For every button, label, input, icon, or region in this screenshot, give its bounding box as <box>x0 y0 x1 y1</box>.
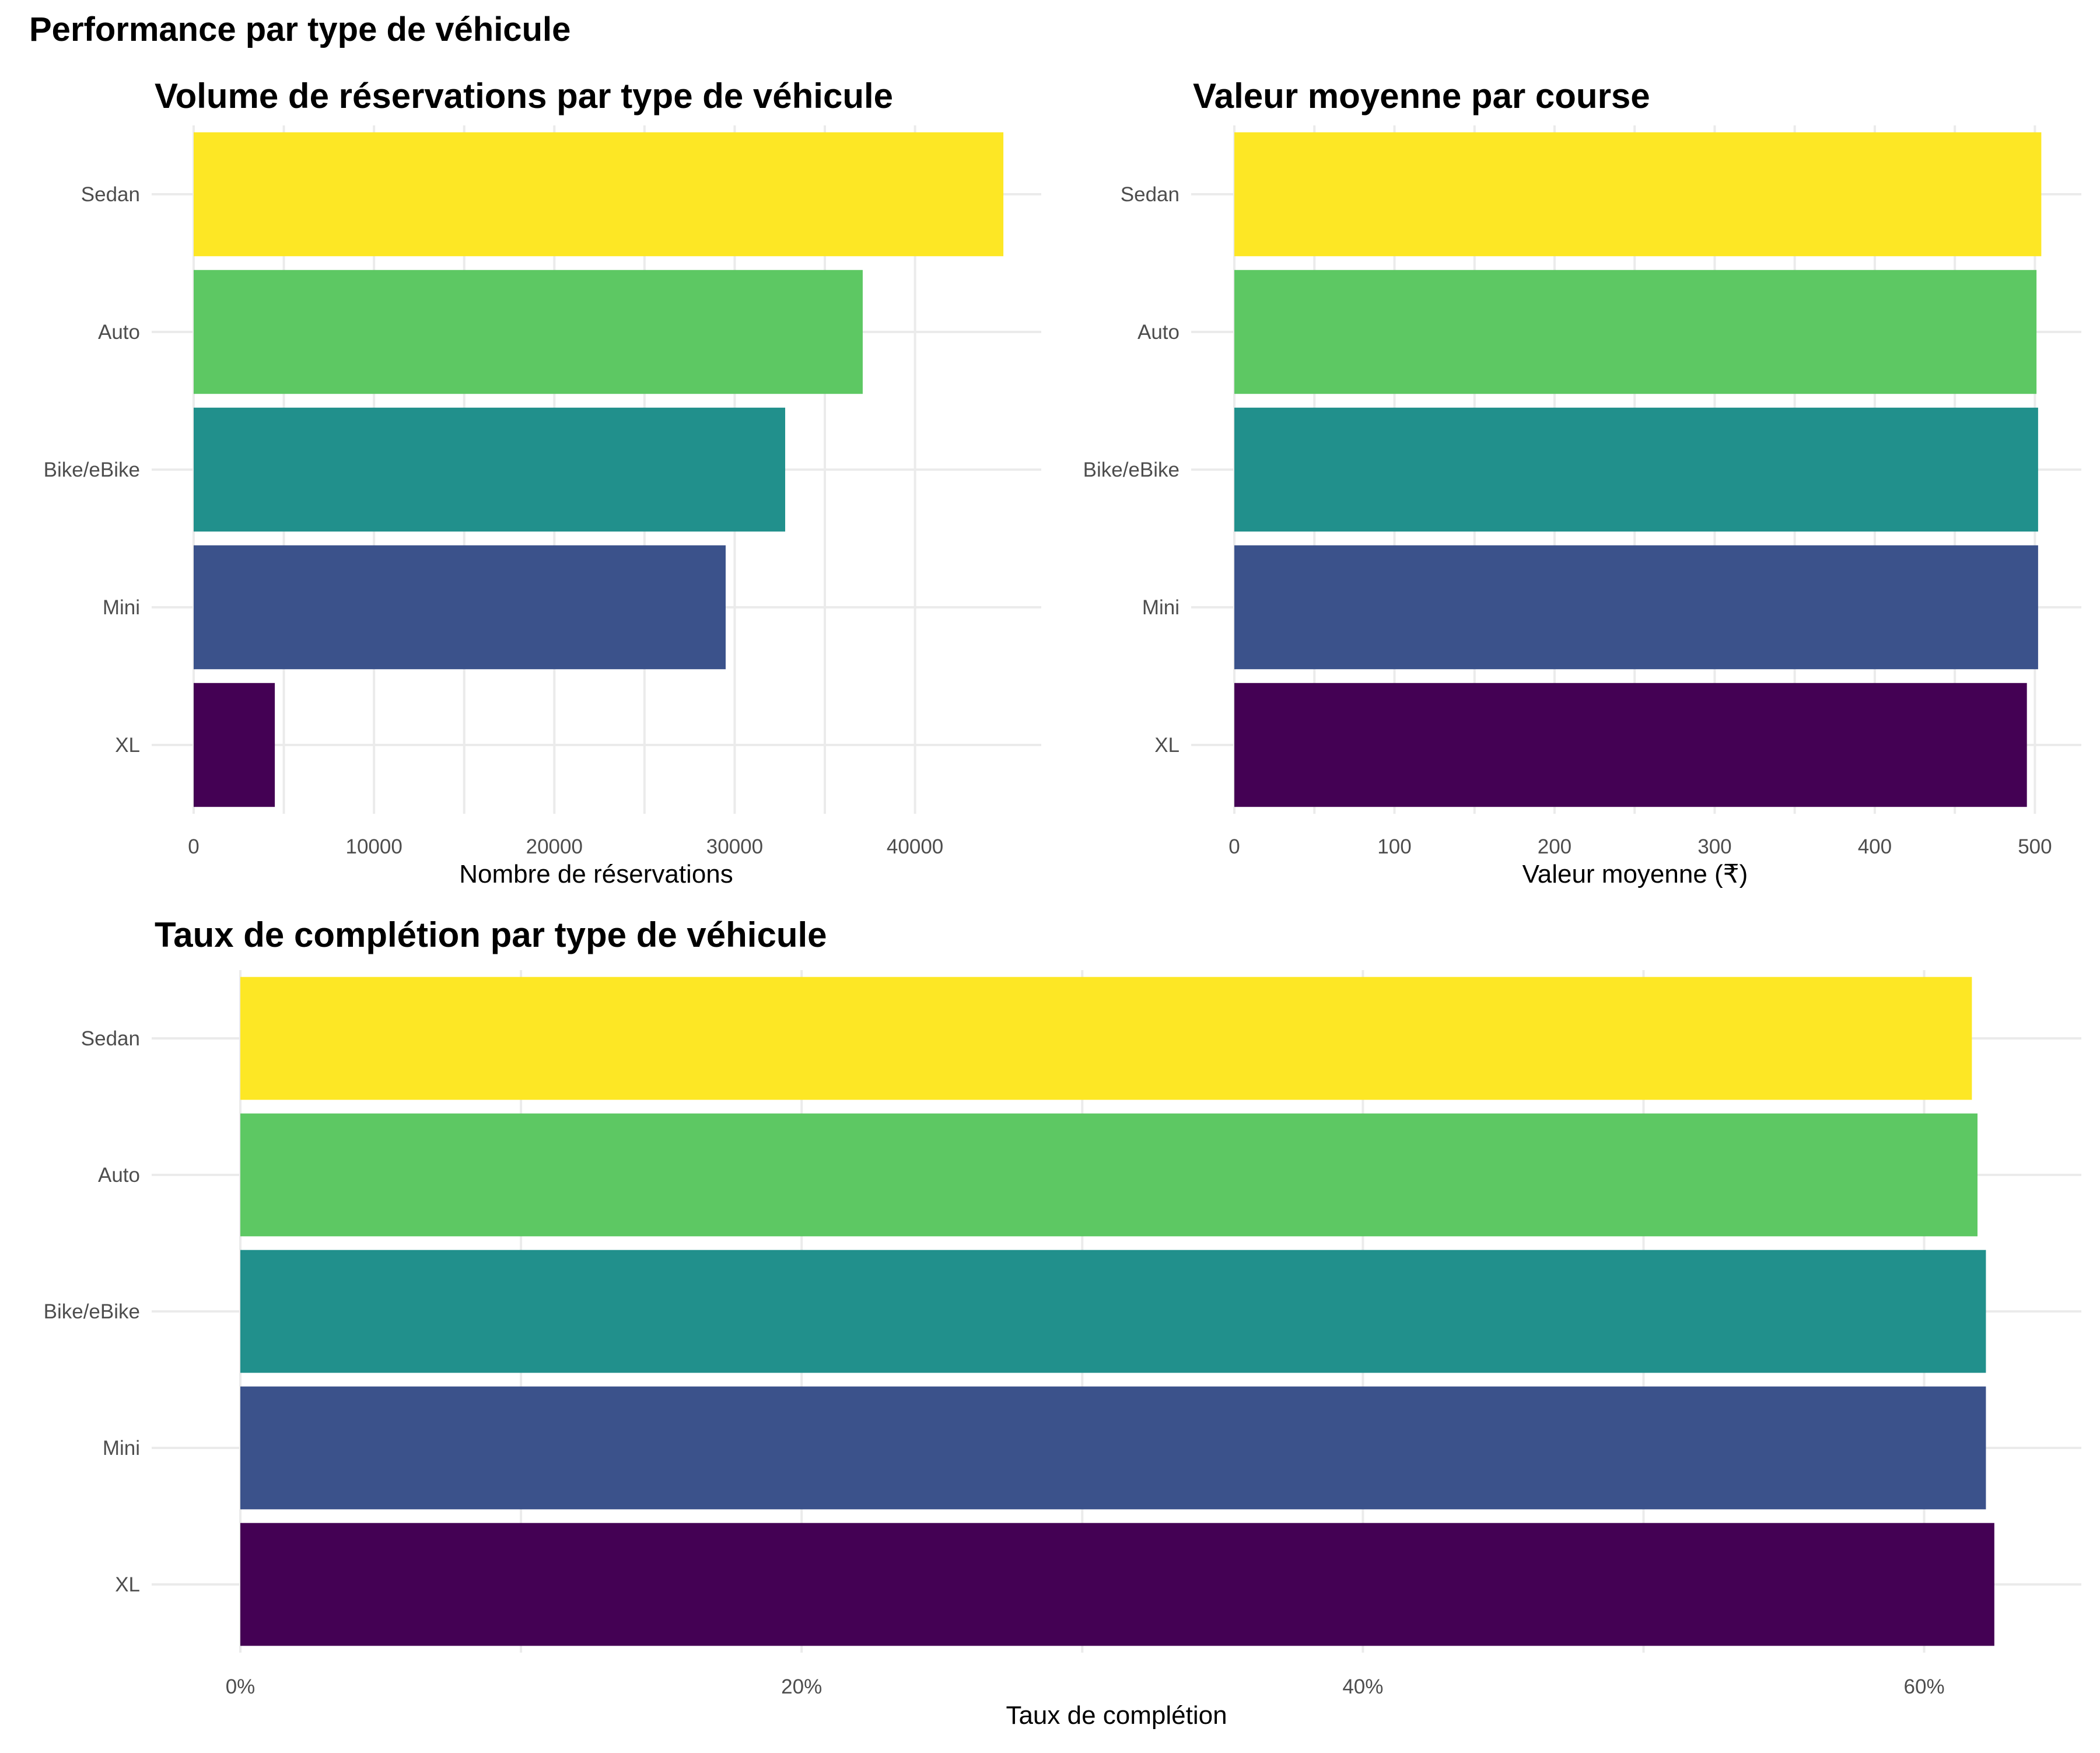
bar-sedan <box>240 977 1972 1100</box>
panel-average-value: Valeur moyenne par course Valeur moyenne… <box>1083 76 2081 888</box>
x-tick-label: 60% <box>1904 1675 1945 1698</box>
panel-title: Valeur moyenne par course <box>1193 76 1650 116</box>
x-tick-label: 0 <box>188 835 199 858</box>
y-tick-label: Sedan <box>81 1027 140 1050</box>
bar-bike-ebike <box>1234 407 2038 532</box>
y-tick-label: Auto <box>1138 321 1180 344</box>
x-tick-label: 30000 <box>706 835 763 858</box>
y-tick-label: Mini <box>103 596 140 619</box>
panel-completion-rate: Taux de complétion par type de véhicule … <box>44 915 2081 1730</box>
x-tick-label: 500 <box>2018 835 2052 858</box>
y-tick-label: Bike/eBike <box>44 459 140 481</box>
bar-mini <box>194 545 726 670</box>
x-tick-label: 200 <box>1538 835 1572 858</box>
bar-auto <box>240 1113 1978 1237</box>
panel-title: Volume de réservations par type de véhic… <box>155 76 893 116</box>
y-tick-label: Bike/eBike <box>1083 459 1180 481</box>
x-tick-label: 20% <box>781 1675 822 1698</box>
x-axis-title: Taux de complétion <box>1006 1701 1227 1730</box>
x-tick-label: 40000 <box>887 835 943 858</box>
y-tick-label: XL <box>1154 734 1180 757</box>
x-tick-label: 400 <box>1858 835 1892 858</box>
x-axis-title: Nombre de réservations <box>459 860 733 888</box>
y-tick-label: XL <box>115 1573 140 1596</box>
bar-auto <box>194 270 863 394</box>
y-tick-label: Sedan <box>1121 183 1180 206</box>
bar-bike-ebike <box>194 407 786 532</box>
panel-booking-volume: Volume de réservations par type de véhic… <box>44 76 1041 888</box>
x-tick-label: 10000 <box>345 835 402 858</box>
x-tick-label: 0% <box>226 1675 256 1698</box>
x-tick-label: 300 <box>1698 835 1731 858</box>
bar-mini <box>1234 545 2038 670</box>
x-axis-title: Valeur moyenne (₹) <box>1522 860 1748 888</box>
bar-auto <box>1234 270 2037 394</box>
y-tick-label: XL <box>115 734 140 757</box>
y-tick-label: Sedan <box>81 183 140 206</box>
y-tick-label: Auto <box>98 321 140 344</box>
y-tick-label: Auto <box>98 1164 140 1187</box>
main-title: Performance par type de véhicule <box>29 11 570 48</box>
y-tick-label: Mini <box>1142 596 1180 619</box>
bar-xl <box>1234 683 2027 807</box>
x-tick-label: 40% <box>1342 1675 1383 1698</box>
bar-xl <box>240 1523 1994 1646</box>
x-tick-label: 100 <box>1377 835 1411 858</box>
bar-sedan <box>194 132 1004 257</box>
bar-xl <box>194 683 275 807</box>
bar-mini <box>240 1386 1986 1510</box>
y-tick-label: Bike/eBike <box>44 1300 140 1323</box>
x-tick-label: 0 <box>1228 835 1240 858</box>
x-tick-label: 20000 <box>526 835 583 858</box>
bar-bike-ebike <box>240 1250 1986 1373</box>
y-tick-label: Mini <box>103 1437 140 1460</box>
bar-sedan <box>1234 132 2042 257</box>
panel-title: Taux de complétion par type de véhicule <box>155 915 827 954</box>
